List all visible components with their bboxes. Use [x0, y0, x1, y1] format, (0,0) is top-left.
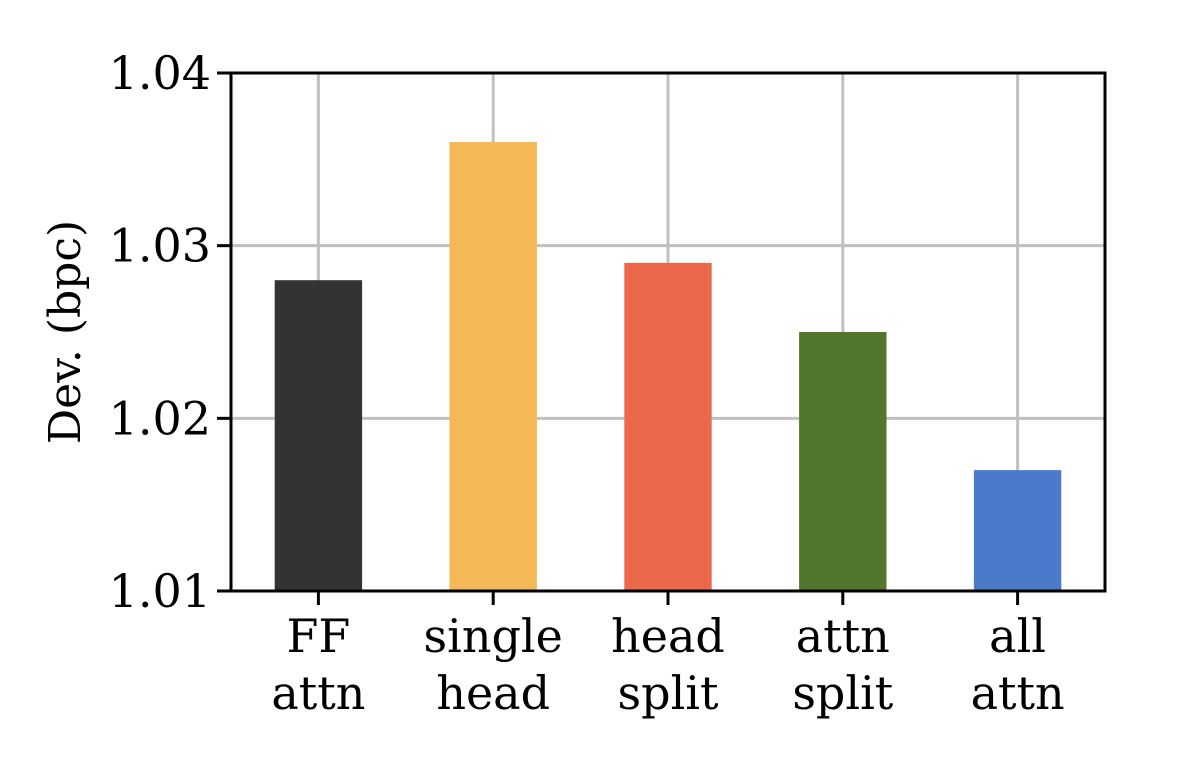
x-tick-label: split	[618, 666, 719, 720]
x-tick-label: attn	[796, 609, 890, 663]
bar	[449, 142, 537, 592]
y-axis-ticks: 1.01 1.02 1.03 1.04	[109, 46, 231, 618]
bar	[973, 470, 1062, 591]
x-tick-label: attn	[971, 666, 1065, 720]
x-tick-label: head	[611, 609, 725, 663]
x-tick-label: single	[424, 609, 563, 663]
y-tick-label: 1.03	[109, 219, 211, 273]
x-tick-label: head	[436, 666, 550, 720]
bar	[624, 262, 712, 591]
y-tick-label: 1.04	[109, 46, 211, 100]
bar	[274, 280, 363, 591]
y-tick-label: 1.02	[109, 391, 211, 445]
x-axis-ticks: FFattnsingleheadheadsplitattnsplitallatt…	[271, 591, 1065, 720]
bars	[274, 142, 1062, 592]
x-tick-label: FF	[286, 609, 350, 663]
bar	[799, 332, 887, 591]
x-tick-label: all	[989, 609, 1046, 663]
x-tick-label: split	[792, 666, 893, 720]
y-axis-title: Dev. (bpc)	[40, 220, 91, 444]
y-tick-label: 1.01	[109, 564, 211, 618]
x-tick-label: attn	[271, 666, 365, 720]
